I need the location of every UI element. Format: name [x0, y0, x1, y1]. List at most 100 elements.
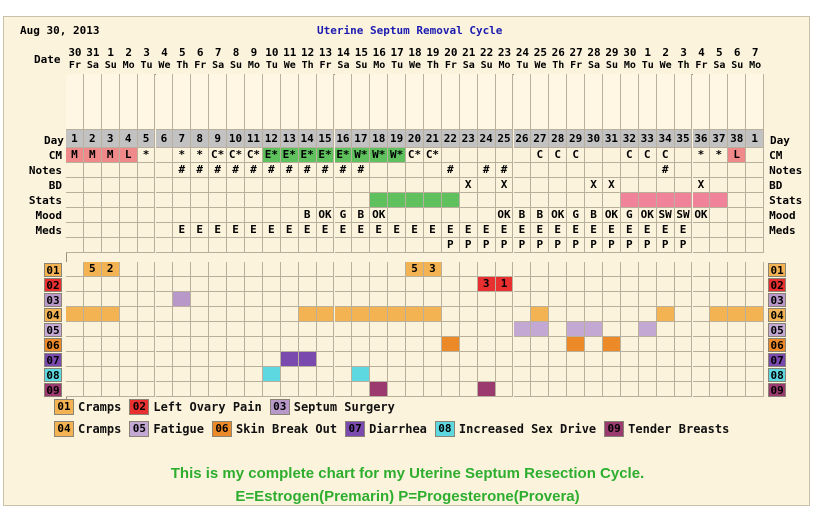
row-label: Mood [35, 209, 63, 222]
legend-swatch: 06 [211, 421, 232, 437]
symptom-cell [173, 307, 192, 322]
symptom-cell [585, 367, 603, 382]
symptom-cell [370, 382, 389, 397]
symptom-cell [388, 382, 407, 397]
data-cell [101, 193, 120, 208]
data-cell: # [352, 163, 371, 178]
symptom-cell [424, 382, 442, 397]
temperature-cell [334, 74, 353, 130]
date-number: 4 [161, 46, 168, 59]
date-weekday: Tu [140, 60, 153, 71]
data-cell: # [209, 163, 228, 178]
data-cell: P [620, 238, 639, 253]
date-number: 24 [515, 46, 530, 59]
symptom-cell [137, 307, 156, 322]
symptom-cell [334, 292, 353, 307]
date-weekday: Tu [391, 60, 404, 71]
data-cell [746, 163, 765, 178]
date-number: 16 [372, 46, 386, 59]
data-cell: C* [245, 148, 263, 163]
symptom-cell [585, 322, 603, 337]
temperature-cell [692, 74, 711, 130]
cycle-day-cell: 27 [531, 130, 550, 148]
temperature-cell [603, 74, 621, 130]
symptom-cell [388, 337, 407, 352]
symptom-cell [388, 262, 407, 277]
data-cell [441, 148, 460, 163]
symptom-cell [603, 307, 621, 322]
data-cell [603, 148, 621, 163]
data-cell: E [352, 223, 371, 238]
data-cell: E [531, 223, 550, 238]
data-cell: E* [298, 148, 317, 163]
date-weekday: We [659, 60, 672, 71]
date-number: 23 [497, 46, 512, 59]
symptom-cell [101, 382, 120, 397]
data-cell: E [441, 223, 460, 238]
symptom-cell [674, 322, 693, 337]
symptom-cell [262, 352, 281, 367]
data-cell: M [66, 148, 84, 163]
data-cell [746, 223, 765, 238]
data-cell: B [531, 208, 550, 223]
data-cell: C [656, 148, 675, 163]
symptom-cell [245, 352, 263, 367]
symptom-cell [137, 352, 156, 367]
legend-label: Tender Breasts [628, 422, 730, 436]
data-cell [620, 163, 639, 178]
symptom-cell [513, 292, 532, 307]
data-cell [137, 193, 156, 208]
symptom-code-left: 03 [44, 293, 62, 307]
temperature-cell [459, 74, 478, 130]
symptom-cell [692, 322, 711, 337]
data-cell: E [585, 223, 603, 238]
symptom-cell [441, 292, 460, 307]
data-cell [262, 193, 281, 208]
data-cell [710, 223, 729, 238]
symptom-cell [406, 367, 424, 382]
date-weekday: Mo [498, 60, 511, 71]
row-label-right: Mood [769, 209, 796, 222]
symptom-code-right: 06 [768, 338, 787, 352]
data-cell [173, 238, 192, 253]
legend-label: Fatigue [153, 422, 204, 436]
temperature-cell [388, 74, 407, 130]
data-cell: OK [638, 208, 657, 223]
temperature-cell [620, 74, 639, 130]
symptom-code-left: 02 [44, 278, 62, 292]
date-weekday: Tu [516, 60, 529, 71]
symptom-code-left: 06 [44, 338, 62, 352]
data-cell [66, 238, 84, 253]
legend-swatch: 05 [129, 421, 150, 437]
symptom-cell [316, 352, 335, 367]
symptom-cell [227, 262, 245, 277]
symptom-cell [531, 352, 550, 367]
data-cell: E [227, 223, 245, 238]
temperature-cell [513, 74, 532, 130]
data-cell [209, 208, 228, 223]
chart-title: Uterine Septum Removal Cycle [317, 24, 503, 37]
symptom-cell [585, 337, 603, 352]
symptom-cell [692, 352, 711, 367]
data-cell [280, 178, 299, 193]
date-number: 28 [587, 46, 601, 59]
row-label: CM [48, 149, 62, 162]
symptom-cell [388, 292, 407, 307]
symptom-cell [137, 337, 156, 352]
symptom-cell [119, 307, 138, 322]
symptom-cell [531, 337, 550, 352]
data-cell: E [459, 223, 478, 238]
cycle-day-cell: 1 [746, 130, 765, 148]
symptom-cell [746, 382, 765, 397]
data-cell: G [334, 208, 353, 223]
data-cell [674, 178, 693, 193]
data-cell [567, 163, 586, 178]
data-cell [656, 178, 675, 193]
date-weekday: Tu [265, 60, 278, 71]
date-weekday: Mo [623, 60, 636, 71]
symptom-cell [603, 277, 621, 292]
data-cell: P [495, 238, 514, 253]
symptom-cell [280, 277, 299, 292]
cycle-day-cell: 3 [101, 130, 120, 148]
data-cell [459, 208, 478, 223]
